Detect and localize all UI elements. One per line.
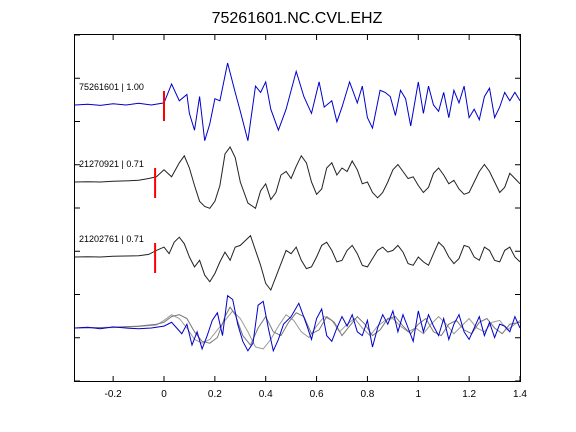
trace-line: [74, 62, 521, 141]
trace-group: [74, 62, 521, 292]
x-tick-label: 0.4: [259, 389, 273, 400]
trace-labels: 75261601 | 1.00 21270921 | 0.71 21202761 |…: [79, 82, 144, 244]
x-tick-label: 1.4: [513, 389, 527, 400]
x-axis: -0.2 0 0.2 0.4 0.6 0.8 1 1.2 1.4: [105, 35, 527, 400]
overlay-group: [74, 294, 521, 353]
trace-line: [74, 146, 521, 210]
x-tick-label: -0.2: [105, 389, 123, 400]
overlay-trace-line: [74, 294, 521, 353]
overlay-trace-line: [74, 310, 521, 350]
trace-label: 21270921 | 0.71: [79, 159, 144, 169]
x-tick-label: 1: [416, 389, 422, 400]
trace-line: [74, 234, 521, 292]
trace-label: 75261601 | 1.00: [79, 82, 144, 92]
x-tick-label: 0.8: [360, 389, 374, 400]
x-tick-label: 0.6: [310, 389, 324, 400]
x-tick-label: 1.2: [462, 389, 476, 400]
chart-title: 75261601.NC.CVL.EHZ: [212, 10, 383, 27]
x-tick-label: 0.2: [208, 389, 222, 400]
x-tick-label: 0: [161, 389, 167, 400]
y-axis: [75, 34, 520, 382]
trace-label: 21202761 | 0.71: [79, 234, 144, 244]
